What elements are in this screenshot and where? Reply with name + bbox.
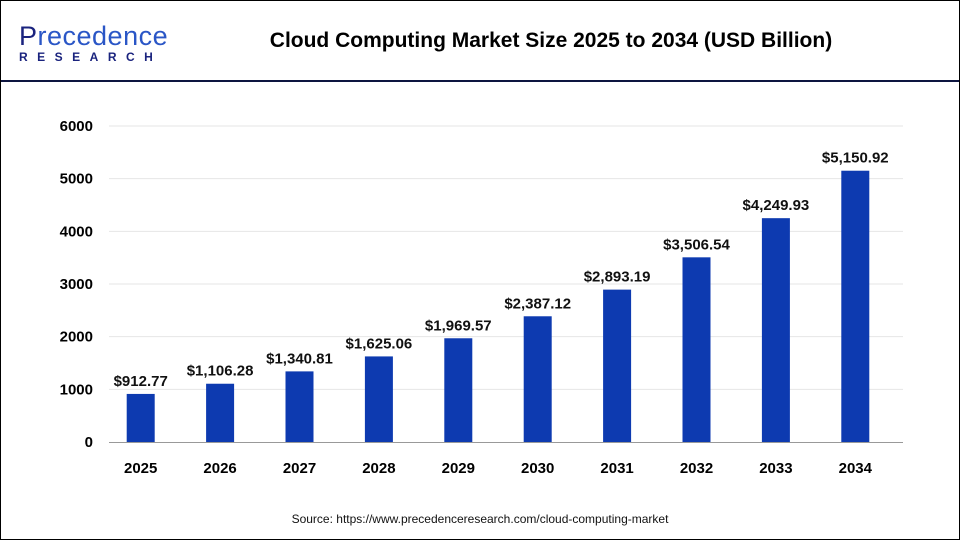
bar-2028 [364,356,393,442]
data-label: $3,506.54 [663,236,730,253]
precedence-research-logo: Precedence RESEARCH [19,21,169,65]
bar-2033 [761,218,790,442]
y-tick-label: 1000 [60,381,93,398]
y-tick-label: 6000 [60,118,93,135]
data-label: $4,249.93 [743,197,810,214]
x-tick-label: 2028 [362,460,395,477]
logo-text: recedence [37,21,169,51]
data-label: $1,625.06 [346,335,413,352]
y-tick-label: 3000 [60,276,93,293]
x-tick-label: 2026 [203,460,236,477]
header: Precedence RESEARCH Cloud Computing Mark… [1,1,959,82]
data-label: $1,106.28 [187,363,254,380]
x-tick-label: 2027 [283,460,316,477]
x-tick-label: 2033 [759,460,792,477]
bar-2027 [285,371,314,442]
data-label: $2,387.12 [504,295,571,312]
x-tick-label: 2034 [839,460,873,477]
x-tick-label: 2025 [124,460,157,477]
data-label: $1,969.57 [425,317,492,334]
data-label: $1,340.81 [266,350,333,367]
data-label: $912.77 [114,373,168,390]
x-tick-label: 2030 [521,460,554,477]
x-tick-label: 2032 [680,460,713,477]
chart-title: Cloud Computing Market Size 2025 to 2034… [269,29,833,52]
data-label: $5,150.92 [822,150,889,167]
bar-2030 [523,316,552,442]
y-tick-label: 2000 [60,329,93,346]
logo-subtext: RESEARCH [19,50,163,64]
logo-initial: P [19,21,38,51]
bar-2034 [841,170,870,443]
y-tick-label: 0 [85,434,93,451]
y-tick-label: 5000 [60,171,93,188]
source-note: Source: https://www.precedenceresearch.c… [291,512,669,526]
y-tick-label: 4000 [60,223,93,240]
x-tick-label: 2029 [442,460,475,477]
x-tick-label: 2031 [600,460,633,477]
bar-2025 [126,393,155,442]
bar-2031 [603,289,632,442]
data-label: $2,893.19 [584,269,651,286]
bar-2026 [206,383,235,442]
bar-2029 [444,338,473,442]
bar-2032 [682,257,711,442]
